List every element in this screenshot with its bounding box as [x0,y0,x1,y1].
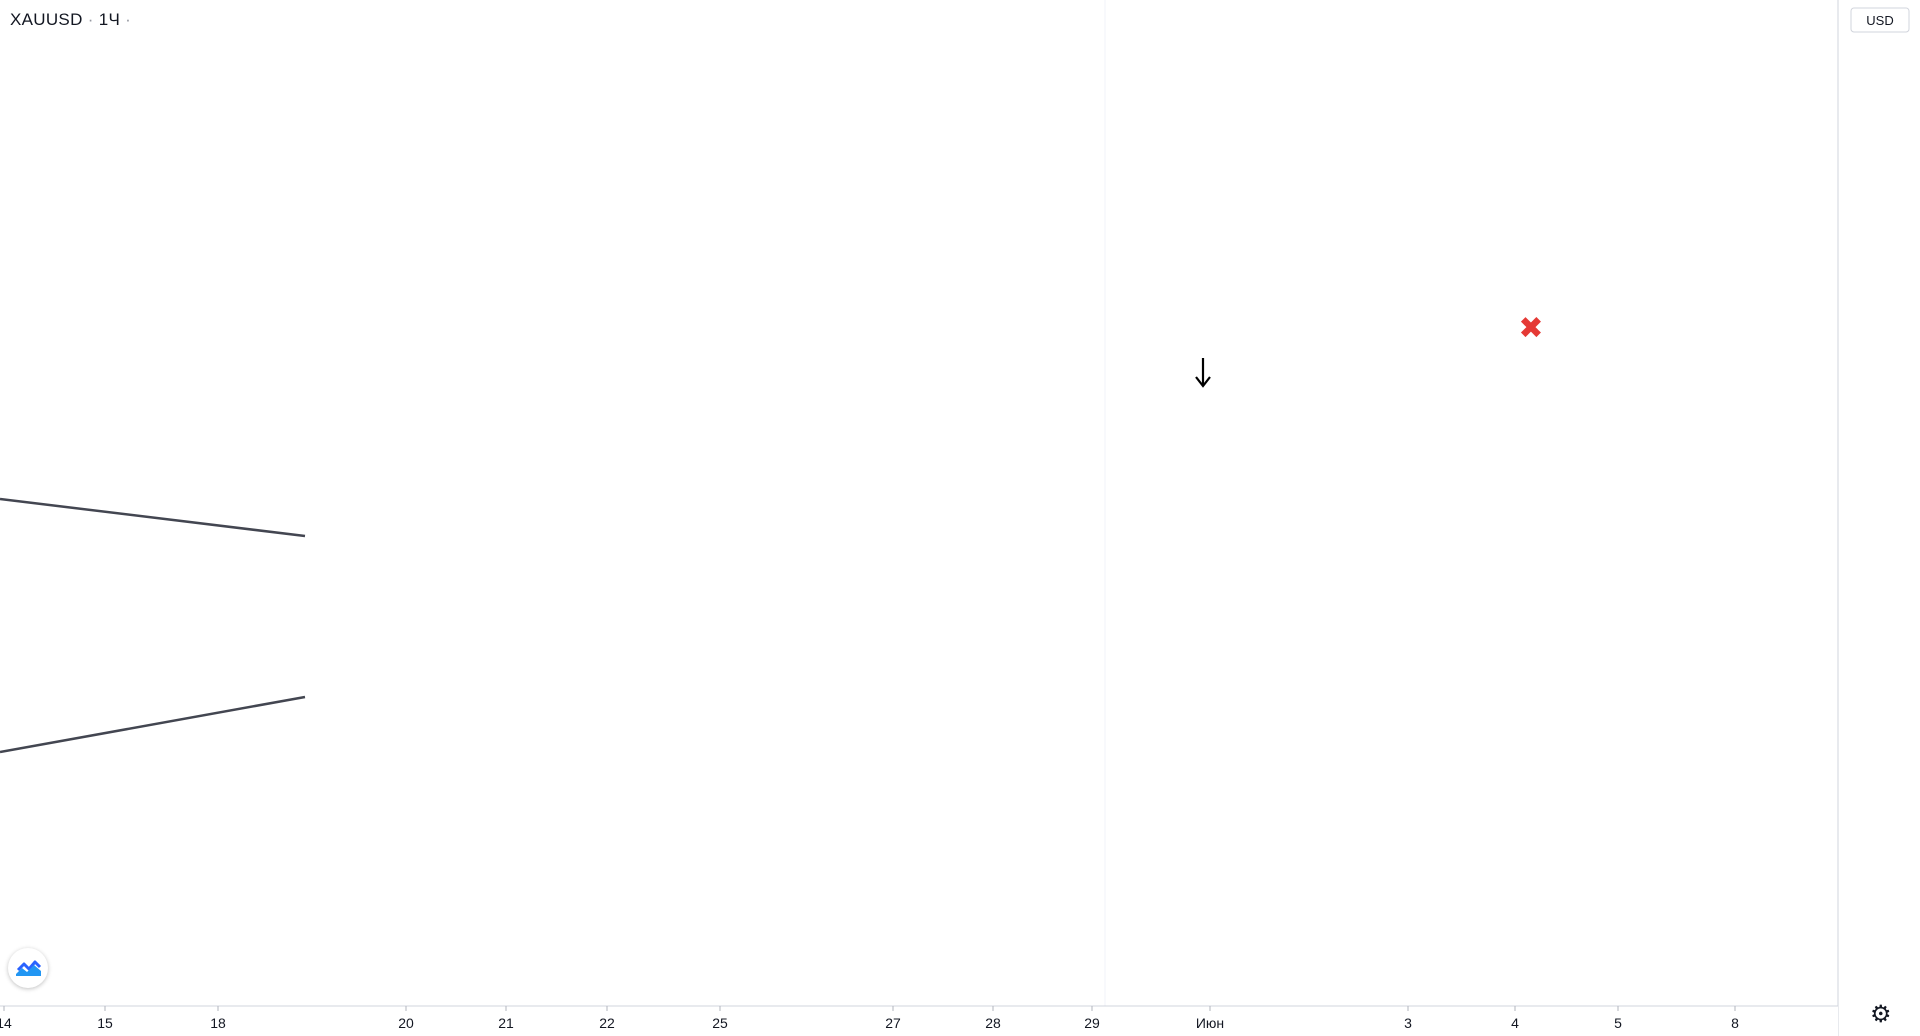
time-tick-label: Июн [1196,1015,1224,1031]
symbol-name: XAUUSD [10,10,83,29]
triangle-upper-line [0,497,306,538]
time-tick-label: 4 [1511,1015,1519,1031]
time-tick-label: 28 [985,1015,1001,1031]
settings-gear-icon[interactable]: ⚙ [1870,1001,1892,1028]
currency-badge [1850,7,1910,33]
time-tick-label: 14 [0,1015,12,1031]
invalidation-x-icon: ✖ [1518,311,1543,346]
currency-label: USD [1866,13,1893,28]
time-tick-label: 20 [398,1015,414,1031]
time-tick-label: 22 [599,1015,615,1031]
time-tick-label: 21 [498,1015,514,1031]
price-axis[interactable]: USD1764.8201752.9361735.6701725.3271710.… [1837,0,1919,1036]
time-tick-label: 18 [210,1015,226,1031]
tradingview-logo-icon[interactable] [8,948,48,988]
time-tick-label: 5 [1614,1015,1622,1031]
time-axis[interactable]: 14 15 18 20 21 22 25 27 28 29 Июн 3 4 5 8 [0,1005,1838,1036]
separator-trail: · [125,10,132,29]
separator: · [87,10,94,29]
time-tick-label: 25 [712,1015,728,1031]
grid [0,0,1838,1006]
time-tick-label: 27 [885,1015,901,1031]
time-tick-label: 29 [1084,1015,1100,1031]
interval-label: 1Ч [98,10,121,29]
triangle-lower-line [0,695,306,754]
trendlines [0,497,306,754]
time-tick-label: 15 [97,1015,113,1031]
time-axis-bg [0,1006,1838,1036]
marks: ✖ [1195,311,1544,388]
time-tick-label: 3 [1404,1015,1412,1031]
symbol-title[interactable]: XAUUSD · 1Ч · [10,10,131,30]
down-arrow-head [1195,376,1211,388]
plot-area [0,0,1838,1006]
time-tick-label: 8 [1731,1015,1739,1031]
